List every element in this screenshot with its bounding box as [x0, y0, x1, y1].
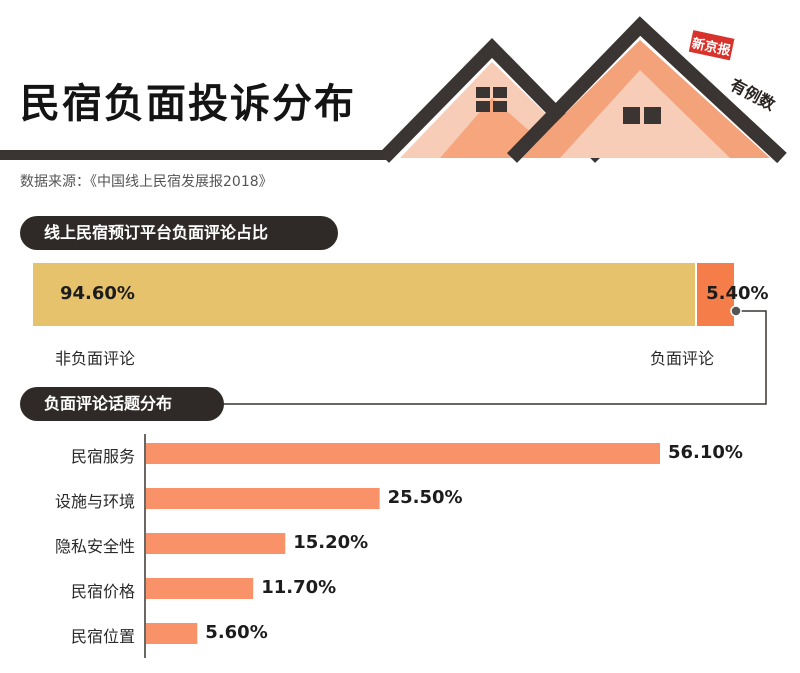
bar-5 — [146, 623, 198, 644]
roof-base-band — [0, 150, 390, 160]
category-label-non-negative: 非负面评论 — [55, 349, 136, 368]
roof-right-outline — [506, 16, 787, 164]
category-label: 民宿服务 — [70, 447, 135, 466]
bar-1 — [146, 443, 660, 464]
window-right-icon — [623, 107, 661, 124]
section-title-negative-share: 线上民宿预订平台负面评论占比 — [20, 216, 338, 250]
section-title-topic-distribution: 负面评论话题分布 — [20, 387, 224, 421]
data-label: 15.20% — [293, 532, 369, 553]
bar-3 — [146, 533, 286, 554]
data-source: 数据来源：《中国线上民宿发展报2018》 — [20, 174, 273, 190]
data-label-non-negative: 94.60% — [60, 283, 135, 304]
category-label: 设施与环境 — [54, 492, 135, 511]
category-label: 民宿价格 — [70, 582, 135, 601]
window-left-icon — [476, 87, 507, 112]
category-label: 民宿位置 — [70, 627, 135, 646]
data-label: 11.70% — [261, 577, 337, 598]
bar-segment-divider — [695, 263, 698, 326]
category-label: 隐私安全性 — [54, 537, 135, 556]
page-title: 民宿负面投诉分布 — [20, 81, 356, 127]
data-label: 56.10% — [668, 442, 743, 463]
house-roof-illustration: 新京报 有例数 — [0, 16, 787, 164]
bar-2 — [146, 488, 380, 509]
logo-stamp-icon — [688, 30, 735, 61]
data-label-negative: 5.40% — [706, 283, 769, 304]
data-label: 5.60% — [205, 622, 268, 643]
data-label: 25.50% — [387, 487, 463, 508]
bar-4 — [146, 578, 254, 599]
